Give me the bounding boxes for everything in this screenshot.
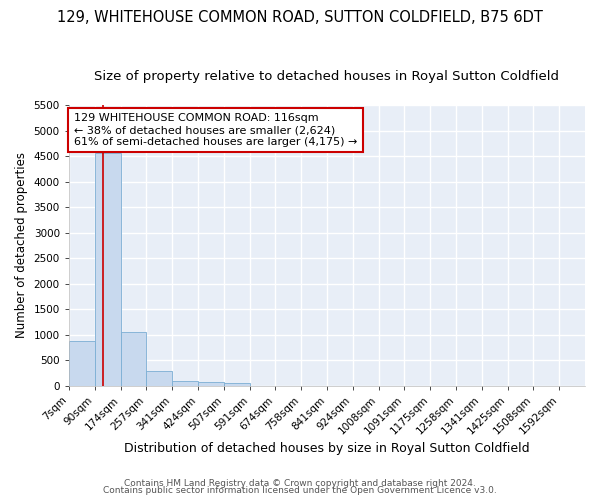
Text: Contains public sector information licensed under the Open Government Licence v3: Contains public sector information licen… xyxy=(103,486,497,495)
X-axis label: Distribution of detached houses by size in Royal Sutton Coldfield: Distribution of detached houses by size … xyxy=(124,442,530,455)
Bar xyxy=(172,382,198,386)
Text: 129, WHITEHOUSE COMMON ROAD, SUTTON COLDFIELD, B75 6DT: 129, WHITEHOUSE COMMON ROAD, SUTTON COLD… xyxy=(57,10,543,25)
Y-axis label: Number of detached properties: Number of detached properties xyxy=(15,152,28,338)
Text: 129 WHITEHOUSE COMMON ROAD: 116sqm
← 38% of detached houses are smaller (2,624)
: 129 WHITEHOUSE COMMON ROAD: 116sqm ← 38%… xyxy=(74,114,358,146)
Bar xyxy=(224,384,250,386)
Bar xyxy=(146,371,172,386)
Bar xyxy=(198,382,224,386)
Bar xyxy=(95,153,121,386)
Text: Contains HM Land Registry data © Crown copyright and database right 2024.: Contains HM Land Registry data © Crown c… xyxy=(124,478,476,488)
Bar xyxy=(121,332,146,386)
Title: Size of property relative to detached houses in Royal Sutton Coldfield: Size of property relative to detached ho… xyxy=(94,70,559,83)
Bar xyxy=(69,341,95,386)
